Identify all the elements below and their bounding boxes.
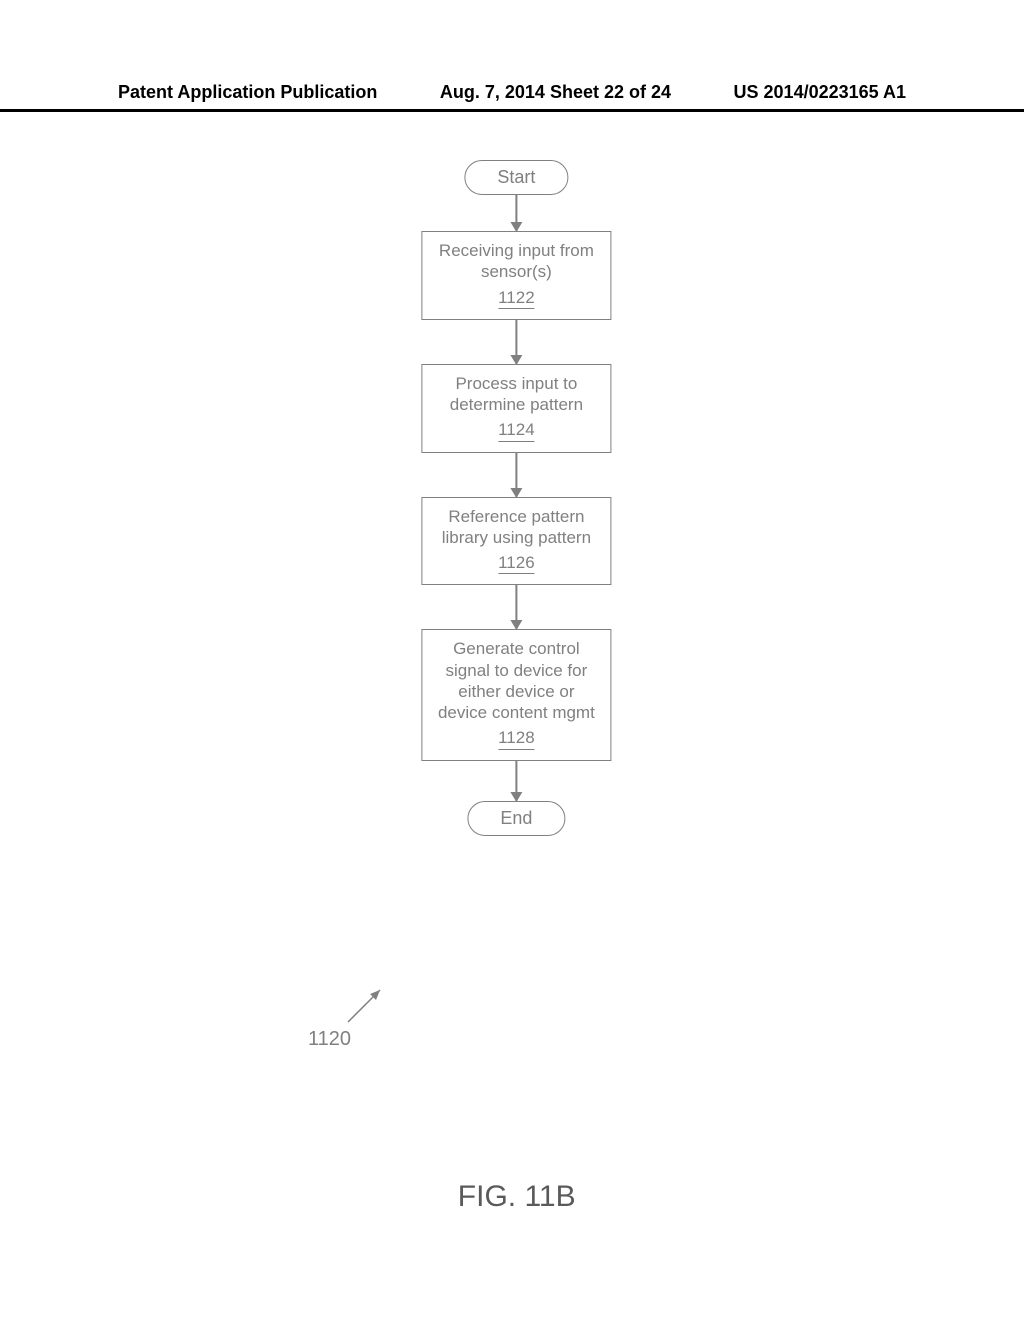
step-ref: 1128 <box>498 727 535 749</box>
terminator-end: End <box>467 801 565 836</box>
arrow-head-icon <box>510 488 522 498</box>
flowchart-ref-label: 1120 <box>308 1028 351 1051</box>
arrow-head-icon <box>510 620 522 630</box>
header-right: US 2014/0223165 A1 <box>734 82 906 103</box>
step-text: Receiving input from sensor(s) <box>439 241 594 281</box>
step-1126: Reference pattern library using pattern … <box>421 497 611 586</box>
page: Patent Application Publication Aug. 7, 2… <box>0 0 1024 1320</box>
arrow-head-icon <box>510 222 522 232</box>
step-1122: Receiving input from sensor(s) 1122 <box>421 231 611 320</box>
step-text: Reference pattern library using pattern <box>442 507 591 547</box>
connector-arrow <box>516 585 518 629</box>
pointer-arrow-icon <box>340 980 390 1030</box>
step-ref: 1122 <box>498 287 535 309</box>
step-text: Generate control signal to device for ei… <box>438 639 595 722</box>
step-1128: Generate control signal to device for ei… <box>421 629 611 760</box>
terminator-start: Start <box>464 160 568 195</box>
connector-arrow <box>516 320 518 364</box>
step-ref: 1126 <box>498 552 535 574</box>
arrow-head-icon <box>510 355 522 365</box>
figure-label: FIG. 11B <box>458 1180 576 1214</box>
connector-arrow <box>516 195 518 231</box>
arrow-head-icon <box>510 792 522 802</box>
connector-arrow <box>516 453 518 497</box>
connector-arrow <box>516 761 518 801</box>
header-left: Patent Application Publication <box>118 82 377 103</box>
step-1124: Process input to determine pattern 1124 <box>421 364 611 453</box>
step-text: Process input to determine pattern <box>450 374 583 414</box>
page-header: Patent Application Publication Aug. 7, 2… <box>0 82 1024 112</box>
step-ref: 1124 <box>498 419 535 441</box>
header-center: Aug. 7, 2014 Sheet 22 of 24 <box>440 82 671 103</box>
flowchart: Start Receiving input from sensor(s) 112… <box>406 160 626 836</box>
